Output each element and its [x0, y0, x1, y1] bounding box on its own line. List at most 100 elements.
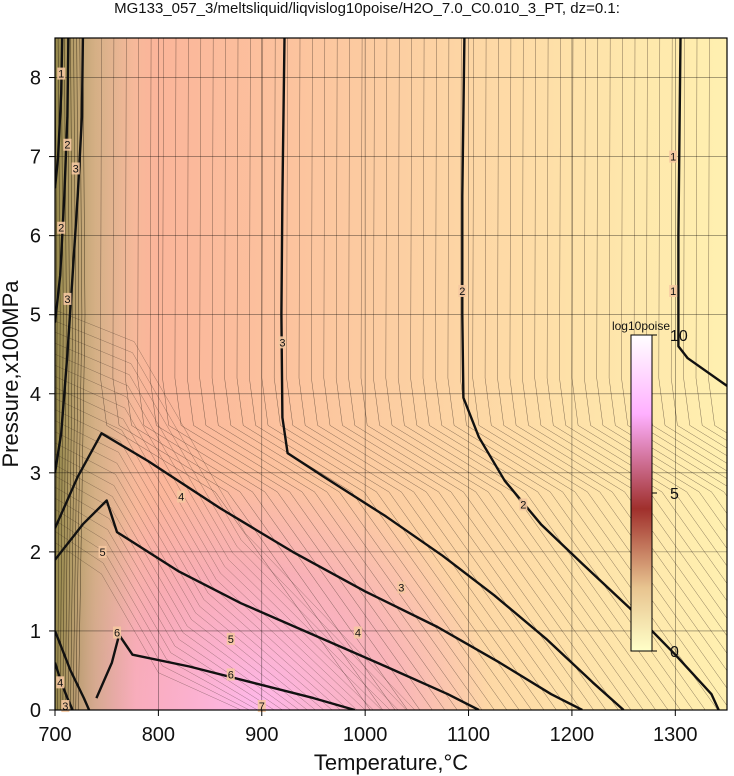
contour-label: 3 — [64, 294, 70, 306]
contour-label-bg — [669, 150, 678, 163]
contour-line-4 — [55, 432, 583, 710]
fine-contour — [249, 38, 520, 710]
contour-label-bg — [57, 221, 66, 234]
fine-contour — [55, 331, 399, 710]
fine-contour — [497, 38, 727, 654]
x-tick-label: 900 — [245, 724, 278, 746]
fine-contour — [162, 38, 433, 710]
contour-line-3 — [55, 38, 85, 473]
fine-contour — [55, 398, 349, 710]
plot-frame — [54, 37, 728, 711]
fine-contour — [460, 38, 727, 707]
contour-label: 5 — [228, 634, 234, 646]
y-tick-label: 6 — [30, 226, 41, 248]
fine-contour — [509, 38, 727, 637]
fine-contour — [397, 38, 669, 710]
fine-contour — [55, 442, 316, 710]
contour-label-bg — [226, 668, 235, 681]
fine-contour — [55, 409, 341, 710]
y-tick-label: 2 — [30, 542, 41, 564]
contour-line-2 — [55, 38, 70, 323]
contour-label: 2 — [520, 499, 526, 511]
colorbar: log10poise 10 5 0 — [612, 319, 688, 661]
contour-line-6 — [95, 633, 356, 710]
x-tick-label: 800 — [142, 724, 175, 746]
fine-contour — [137, 38, 408, 710]
fine-contour — [55, 464, 300, 710]
y-tick-label: 7 — [30, 147, 41, 169]
fine-contour — [695, 38, 727, 441]
contour-label: 1 — [670, 286, 676, 298]
contour-line-4 — [55, 630, 91, 710]
fine-contour — [55, 509, 267, 710]
contour-label-bg — [61, 700, 70, 713]
contour-label-bg — [458, 284, 467, 297]
fine-contour — [546, 38, 727, 584]
y-tick-label: 3 — [30, 463, 41, 485]
fine-contour — [55, 320, 407, 710]
fine-contour — [125, 38, 396, 710]
x-tick-label: 1000 — [343, 724, 388, 746]
fine-contour — [373, 38, 644, 710]
y-axis-ticks: 0 1 2 3 4 5 6 7 8 — [30, 68, 55, 722]
contour-label: 1 — [670, 152, 676, 164]
contour-label: 3 — [279, 337, 285, 349]
contour-label-bg — [669, 284, 678, 297]
fine-contour — [174, 38, 445, 710]
fine-contour — [55, 343, 391, 710]
fine-contour — [261, 38, 532, 710]
fine-contour — [621, 38, 727, 487]
y-tick-label: 4 — [30, 384, 41, 406]
contour-label-bg — [57, 67, 66, 80]
fine-contour — [596, 38, 727, 515]
x-tick-label: 700 — [38, 724, 71, 746]
fine-contour — [608, 38, 727, 497]
fine-contour — [683, 38, 727, 449]
contour-line-5 — [55, 499, 480, 710]
x-tick-label: 1200 — [550, 724, 595, 746]
fine-contour — [187, 38, 458, 710]
fine-contour — [670, 38, 727, 457]
fine-contour — [100, 38, 371, 710]
contour-label: 2 — [58, 223, 64, 235]
contour-label-bg — [226, 632, 235, 645]
colorbar-tick-label: 5 — [670, 486, 679, 503]
contour-label: 1 — [58, 69, 64, 81]
fine-contour — [646, 38, 727, 472]
fine-contour — [298, 38, 569, 710]
fine-contour — [55, 376, 366, 710]
fine-contour — [447, 38, 718, 710]
contour-label-bg — [278, 336, 287, 349]
contour-label: 2 — [459, 286, 465, 298]
contour-label: 3 — [62, 701, 68, 713]
contour-label-bg — [71, 162, 80, 175]
contour-label: 4 — [57, 677, 63, 689]
fine-contour — [335, 38, 607, 710]
contour-line-3 — [55, 662, 74, 710]
colorbar-title: log10poise — [612, 319, 670, 333]
colorbar-ramp — [630, 334, 653, 652]
fine-contour — [571, 38, 727, 549]
x-axis-ticks: 700 800 900 1000 1100 1200 1300 — [38, 710, 698, 746]
contour-label-bg — [98, 545, 107, 558]
colorbar-tick-label: 0 — [670, 644, 679, 661]
fine-contour — [348, 38, 619, 710]
fine-contour — [658, 38, 727, 464]
contour-line-3 — [280, 38, 625, 710]
contour-label: 4 — [355, 628, 361, 640]
fine-contour — [211, 38, 483, 710]
contour-label-bg — [397, 581, 406, 594]
fine-contour — [55, 420, 333, 710]
x-axis-title: Temperature,°C — [314, 750, 468, 775]
plot-background — [55, 38, 727, 710]
contour-label: 2 — [64, 140, 70, 152]
chart-title: MG133_057_3/meltsliquid/liqvislog10poise… — [114, 0, 620, 17]
x-tick-label: 1300 — [653, 724, 698, 746]
y-tick-label: 0 — [30, 700, 41, 722]
fine-contour — [55, 387, 358, 710]
contour-label: 3 — [398, 582, 404, 594]
fine-contour — [311, 38, 582, 710]
y-axis-title: Pressure,x100MPa — [0, 280, 23, 468]
fine-contour — [422, 38, 694, 710]
